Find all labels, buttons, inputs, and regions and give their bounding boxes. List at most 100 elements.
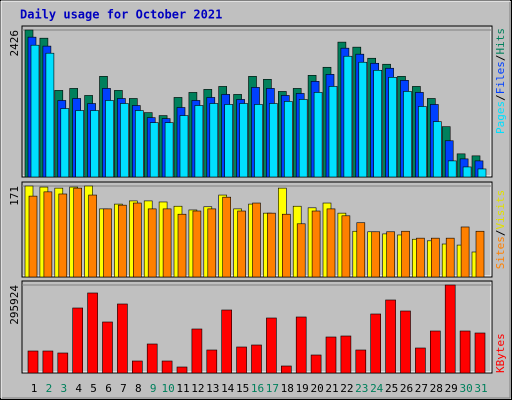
bar (194, 105, 204, 178)
bar (462, 166, 472, 178)
bar (432, 121, 442, 178)
bar (207, 208, 217, 278)
x-tick-label: 10 (161, 382, 174, 395)
bar (416, 237, 425, 278)
bar (133, 202, 142, 278)
bar (28, 195, 38, 278)
x-tick-label: 31 (474, 382, 487, 395)
legend-separator: / (494, 55, 507, 62)
bar (459, 330, 471, 374)
bar (118, 204, 127, 278)
bar (221, 309, 232, 374)
x-tick-label: 16 (251, 382, 264, 395)
bar (311, 210, 321, 278)
legend-entry: Visits (494, 190, 507, 230)
bar (192, 210, 202, 278)
bar (371, 231, 381, 278)
bar (30, 44, 40, 178)
x-tick-label: 29 (445, 382, 458, 395)
bar (237, 210, 246, 278)
bar (149, 122, 159, 178)
bar (475, 230, 485, 278)
bar (400, 310, 411, 374)
bar (60, 108, 70, 178)
bar (281, 213, 291, 278)
bar (430, 237, 440, 278)
x-tick-label: 14 (221, 382, 235, 395)
bar (147, 208, 157, 278)
bar (27, 350, 39, 374)
legend-separator: / (494, 94, 507, 101)
x-tick-label: 15 (236, 382, 249, 395)
x-tick-label: 4 (75, 382, 82, 395)
y-tick-label: 171 (8, 186, 21, 206)
bar (236, 346, 247, 374)
x-tick-label: 21 (325, 382, 338, 395)
bar (90, 110, 99, 178)
legend: Sites/Visits (494, 190, 507, 270)
y-tick-label: 295924 (8, 285, 21, 325)
bar (267, 212, 276, 278)
bar (179, 115, 189, 178)
x-tick-label: 7 (120, 382, 127, 395)
bar (418, 106, 427, 178)
bar (460, 226, 470, 278)
bar (177, 213, 187, 278)
bar (444, 284, 456, 374)
bar (254, 104, 263, 178)
legend-entry: KBytes (494, 333, 507, 373)
bar (415, 347, 426, 374)
bar (191, 328, 203, 374)
bar (356, 222, 366, 278)
bar (370, 313, 382, 374)
x-tick-label: 12 (191, 382, 204, 395)
bar (328, 86, 338, 178)
bar (447, 160, 457, 178)
legend-separator: / (494, 230, 507, 237)
bar (355, 349, 367, 374)
legend-entry: Files (494, 61, 507, 94)
bar (429, 330, 441, 374)
bar (358, 61, 368, 178)
legend: KBytes (494, 333, 507, 373)
bar (251, 344, 262, 374)
bar (146, 343, 158, 374)
bar (373, 69, 383, 178)
legend-entry: Pages (494, 101, 507, 134)
x-tick-label: 8 (135, 382, 142, 395)
bar (45, 52, 55, 178)
x-tick-label: 13 (206, 382, 219, 395)
bar (326, 208, 336, 278)
bar (296, 223, 306, 278)
x-tick-label: 3 (60, 382, 67, 395)
bar (120, 103, 129, 178)
bar (117, 303, 128, 374)
chart-title: Daily usage for October 2021 (20, 8, 222, 22)
bar (252, 202, 261, 278)
bar (105, 100, 114, 178)
x-tick-label: 27 (415, 382, 428, 395)
bar (313, 92, 323, 178)
legend-entry: Hits (494, 28, 507, 55)
bar (73, 187, 82, 278)
bar (164, 122, 174, 178)
x-tick-label: 19 (296, 382, 309, 395)
x-tick-label: 6 (105, 382, 112, 395)
bar (283, 101, 293, 178)
bar (224, 104, 233, 178)
bar (269, 103, 278, 178)
x-tick-label: 28 (430, 382, 443, 395)
bar (88, 194, 97, 278)
x-tick-label: 25 (385, 382, 398, 395)
x-tick-label: 2 (46, 382, 53, 395)
x-tick-label: 23 (355, 382, 368, 395)
bar (162, 208, 172, 278)
bar (343, 55, 353, 178)
x-tick-label: 18 (281, 382, 294, 395)
bar (75, 110, 84, 178)
legend-entry: Sites (494, 236, 507, 269)
bar (310, 354, 322, 374)
bar (87, 292, 98, 374)
bar (325, 336, 337, 374)
